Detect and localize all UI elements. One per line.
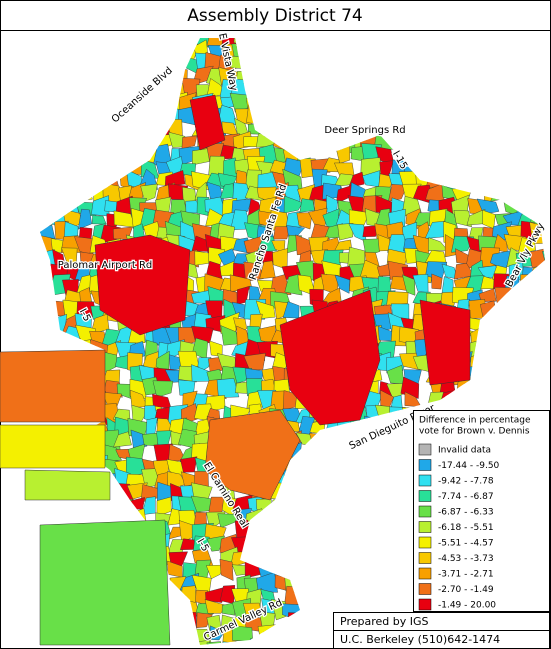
precinct bbox=[24, 469, 111, 501]
road-label: Palomar Airport Rd bbox=[58, 260, 152, 271]
precinct bbox=[140, 183, 158, 202]
precinct bbox=[206, 641, 224, 645]
precinct bbox=[243, 352, 266, 371]
legend-label: -9.42 - -7.78 bbox=[438, 477, 494, 487]
precinct bbox=[221, 602, 236, 616]
precinct bbox=[299, 198, 315, 213]
precinct bbox=[273, 226, 291, 240]
precinct bbox=[205, 586, 226, 603]
precinct bbox=[283, 195, 303, 214]
legend-label: -7.74 - -6.87 bbox=[438, 492, 494, 502]
legend-swatch bbox=[418, 474, 432, 487]
legend-label: -3.71 - -2.71 bbox=[438, 570, 494, 580]
legend-title: Difference in percentage bbox=[419, 416, 531, 426]
legend-swatch bbox=[418, 490, 432, 502]
precinct bbox=[229, 92, 250, 113]
precinct bbox=[39, 519, 171, 646]
title: Assembly District 74 bbox=[187, 6, 362, 26]
legend-label: -6.18 - -5.51 bbox=[438, 523, 494, 533]
precinct bbox=[180, 456, 198, 473]
legend-swatch bbox=[418, 598, 432, 611]
precinct bbox=[204, 599, 227, 614]
precinct bbox=[256, 572, 278, 593]
legend-label: -17.44 - -9.50 bbox=[438, 461, 500, 471]
precinct bbox=[362, 238, 381, 257]
large-precincts bbox=[0, 94, 471, 646]
precinct bbox=[189, 94, 226, 151]
precinct bbox=[209, 625, 225, 641]
legend-label: Invalid data bbox=[438, 446, 491, 456]
precinct bbox=[453, 210, 472, 228]
precinct bbox=[77, 208, 92, 230]
legend-box bbox=[413, 410, 550, 612]
precinct bbox=[257, 234, 277, 252]
precinct bbox=[441, 263, 459, 280]
legend-swatch bbox=[418, 459, 432, 471]
precinct bbox=[206, 564, 225, 580]
road-label: Deer Springs Rd bbox=[324, 125, 405, 136]
precinct bbox=[0, 349, 106, 423]
legend-label: -2.70 - -1.49 bbox=[438, 585, 494, 595]
legend-label: -4.53 - -3.73 bbox=[438, 554, 494, 564]
footer-line: U.C. Berkeley (510)642-1474 bbox=[340, 633, 500, 646]
legend-swatch bbox=[418, 567, 432, 580]
precinct bbox=[91, 215, 107, 225]
precinct bbox=[279, 289, 381, 426]
precinct bbox=[204, 409, 301, 501]
footer-line: Prepared by IGS bbox=[340, 615, 428, 628]
precinct bbox=[402, 274, 416, 296]
legend-swatch bbox=[418, 536, 432, 549]
precinct bbox=[0, 424, 106, 469]
precinct bbox=[284, 274, 303, 296]
precinct bbox=[388, 184, 408, 202]
legend-swatch bbox=[418, 443, 432, 456]
precinct bbox=[206, 535, 226, 552]
legend-swatch bbox=[418, 505, 432, 518]
precinct bbox=[193, 535, 210, 551]
precinct bbox=[386, 291, 409, 307]
precinct bbox=[431, 273, 443, 290]
precinct bbox=[196, 612, 213, 628]
legend-title: vote for Brown v. Dennis bbox=[419, 427, 530, 437]
precinct bbox=[296, 212, 313, 230]
precinct bbox=[181, 135, 198, 150]
legend-swatch bbox=[418, 583, 432, 595]
precinct bbox=[337, 223, 354, 241]
precinct bbox=[334, 274, 350, 294]
precinct bbox=[61, 247, 78, 268]
precinct bbox=[517, 237, 536, 255]
legend-swatch bbox=[418, 552, 432, 564]
precinct bbox=[419, 299, 471, 386]
precinct bbox=[94, 234, 191, 336]
precinct bbox=[478, 288, 497, 303]
precinct bbox=[152, 380, 174, 398]
legend-label: -1.49 - 20.00 bbox=[438, 601, 496, 611]
precinct bbox=[219, 559, 234, 581]
precinct bbox=[113, 431, 132, 448]
precinct bbox=[216, 378, 240, 398]
precinct bbox=[164, 170, 186, 188]
legend-label: -6.87 - -6.33 bbox=[438, 508, 494, 518]
legend-label: -5.51 - -4.57 bbox=[438, 539, 494, 549]
precinct bbox=[243, 261, 264, 282]
legend-swatch bbox=[418, 521, 432, 533]
